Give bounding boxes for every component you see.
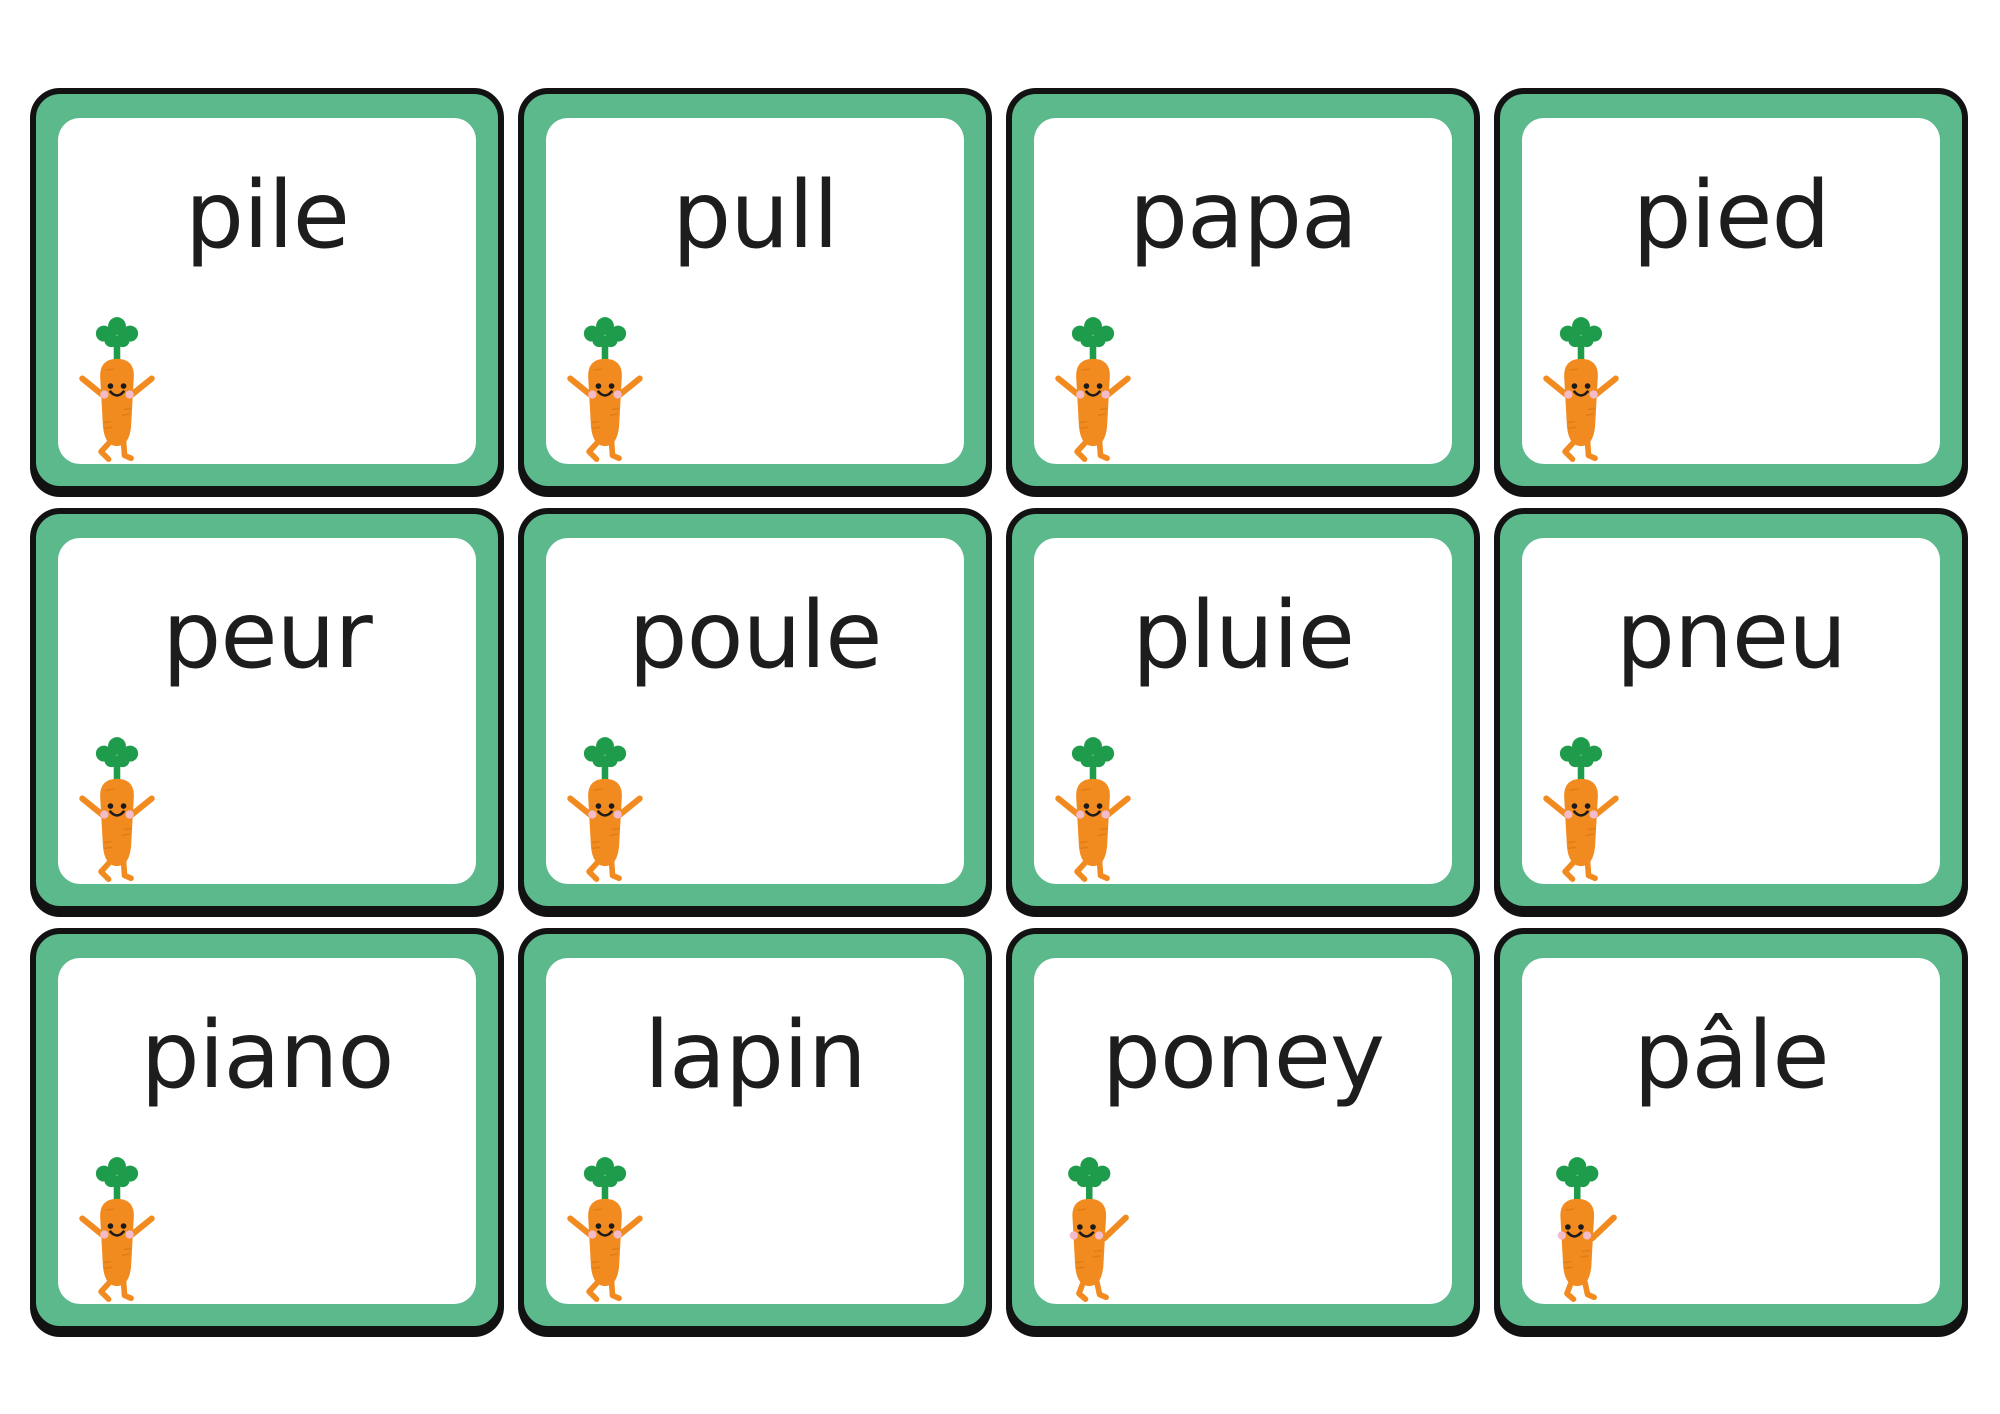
card-word: poney bbox=[1101, 1001, 1385, 1109]
card-inner: pneu bbox=[1522, 538, 1940, 884]
card-word: lapin bbox=[644, 1001, 867, 1109]
flashcard-papa: papa bbox=[1006, 88, 1480, 492]
flashcard-piano: piano bbox=[30, 928, 504, 1332]
carrot-character-icon bbox=[558, 312, 652, 462]
card-word: pâle bbox=[1633, 1001, 1829, 1109]
carrot-character-icon bbox=[1046, 732, 1140, 882]
flashcard-pile: pile bbox=[30, 88, 504, 492]
card-inner: piano bbox=[58, 958, 476, 1304]
card-inner: pâle bbox=[1522, 958, 1940, 1304]
card-word: poule bbox=[628, 581, 883, 689]
card-word: piano bbox=[140, 1001, 395, 1109]
card-inner: papa bbox=[1034, 118, 1452, 464]
flashcard-pied: pied bbox=[1494, 88, 1968, 492]
card-word: pile bbox=[185, 161, 350, 269]
card-word: pneu bbox=[1615, 581, 1847, 689]
carrot-character-icon bbox=[70, 1152, 164, 1302]
card-word: papa bbox=[1128, 161, 1358, 269]
flashcard-pluie: pluie bbox=[1006, 508, 1480, 912]
card-inner: pull bbox=[546, 118, 964, 464]
carrot-character-icon bbox=[1534, 1152, 1628, 1302]
flashcard-pale: pâle bbox=[1494, 928, 1968, 1332]
flashcard-pull: pull bbox=[518, 88, 992, 492]
carrot-character-icon bbox=[70, 312, 164, 462]
carrot-character-icon bbox=[1046, 312, 1140, 462]
card-word: peur bbox=[162, 581, 372, 689]
carrot-character-icon bbox=[1046, 1152, 1140, 1302]
flashcard-poney: poney bbox=[1006, 928, 1480, 1332]
card-inner: pluie bbox=[1034, 538, 1452, 884]
carrot-character-icon bbox=[558, 732, 652, 882]
card-word: pied bbox=[1632, 161, 1830, 269]
flashcard-pneu: pneu bbox=[1494, 508, 1968, 912]
card-word: pull bbox=[672, 161, 839, 269]
flashcard-lapin: lapin bbox=[518, 928, 992, 1332]
flashcard-peur: peur bbox=[30, 508, 504, 912]
card-inner: pied bbox=[1522, 118, 1940, 464]
carrot-character-icon bbox=[558, 1152, 652, 1302]
card-inner: peur bbox=[58, 538, 476, 884]
carrot-character-icon bbox=[70, 732, 164, 882]
card-inner: pile bbox=[58, 118, 476, 464]
card-inner: poney bbox=[1034, 958, 1452, 1304]
carrot-character-icon bbox=[1534, 312, 1628, 462]
card-word: pluie bbox=[1132, 581, 1355, 689]
card-inner: lapin bbox=[546, 958, 964, 1304]
carrot-character-icon bbox=[1534, 732, 1628, 882]
card-inner: poule bbox=[546, 538, 964, 884]
flashcard-poule: poule bbox=[518, 508, 992, 912]
